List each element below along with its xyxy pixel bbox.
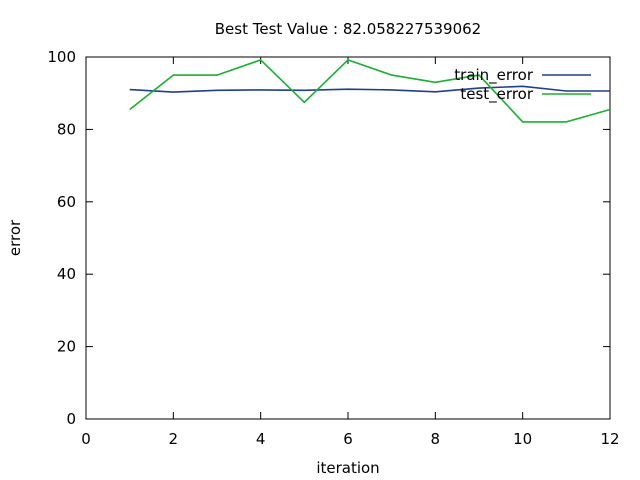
plot-frame <box>85 56 611 420</box>
legend-label: test_error <box>460 85 533 104</box>
x-axis: 0 2 4 6 8 10 12 <box>81 57 620 448</box>
x-tick-label: 4 <box>256 430 266 448</box>
x-tick-label: 0 <box>81 430 91 448</box>
series-line-test-error <box>129 59 611 123</box>
x-tick-label: 10 <box>513 430 532 448</box>
chart-title: Best Test Value : 82.058227539062 <box>215 20 481 38</box>
y-tick-label: 60 <box>57 193 76 211</box>
x-tick-label: 2 <box>169 430 179 448</box>
y-axis-label: error <box>6 219 24 256</box>
y-tick-label: 40 <box>57 265 76 283</box>
y-axis: 0 20 40 60 80 100 <box>47 48 610 428</box>
x-tick-label: 8 <box>431 430 441 448</box>
series-line-train-error <box>129 85 610 93</box>
y-tick-label: 0 <box>66 410 76 428</box>
y-tick-label: 100 <box>47 48 76 66</box>
y-tick-label: 20 <box>57 338 76 356</box>
x-tick-label: 6 <box>343 430 353 448</box>
x-axis-label: iteration <box>316 459 379 477</box>
legend-label: train_error <box>454 66 534 85</box>
y-tick-label: 80 <box>57 120 76 138</box>
series-layer <box>129 59 611 123</box>
x-tick-label: 12 <box>600 430 619 448</box>
